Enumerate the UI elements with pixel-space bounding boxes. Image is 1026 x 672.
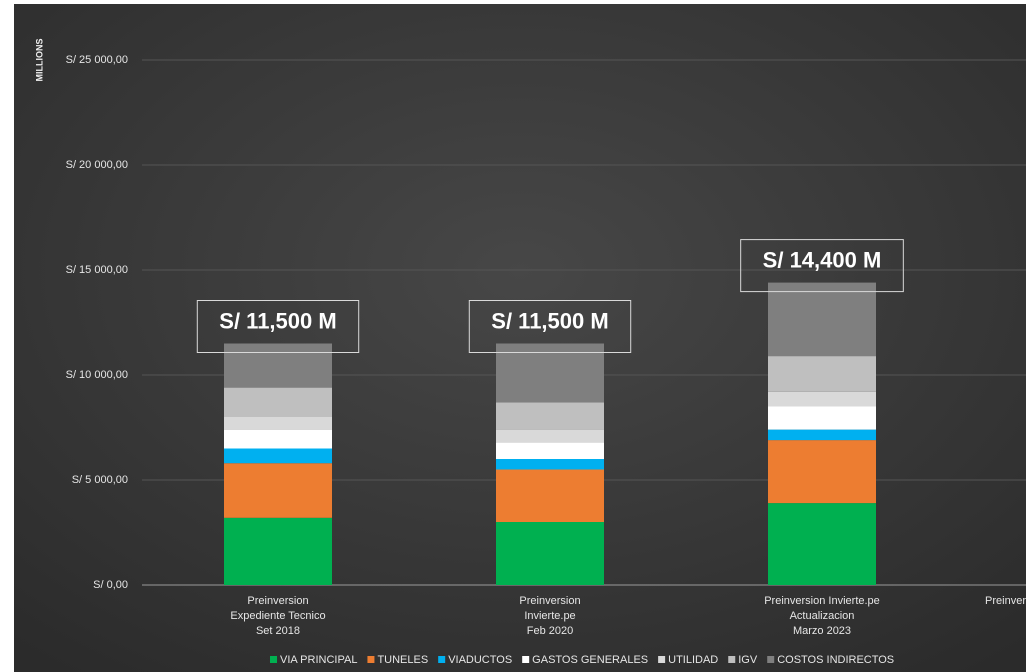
legend-swatch	[728, 656, 736, 663]
legend-label: TUNELES	[377, 654, 428, 666]
x-tick-label-line: Invierte.pe	[524, 610, 575, 622]
legend-label: IGV	[738, 654, 758, 666]
y-axis-label: MILLIONS	[34, 39, 44, 82]
bar-segment	[496, 402, 604, 430]
bar-segment	[768, 282, 876, 357]
total-label: S/ 11,500 M	[219, 308, 336, 333]
bar-segment	[224, 463, 332, 518]
bar-segment	[768, 406, 876, 430]
bar-segment	[496, 469, 604, 522]
bar-segment	[496, 459, 604, 470]
legend-swatch	[270, 656, 277, 663]
bar-segment	[224, 417, 332, 430]
bar-segment	[496, 429, 604, 443]
legend-label: VIADUCTOS	[448, 654, 512, 666]
legend-label: GASTOS GENERALES	[532, 654, 648, 666]
legend-label: COSTOS INDIRECTOS	[777, 654, 894, 666]
legend-label: VIA PRINCIPAL	[280, 654, 357, 666]
bar-segment	[224, 448, 332, 464]
bar-segment	[224, 517, 332, 585]
bar-segment	[768, 429, 876, 441]
y-tick-label: S/ 10 000,00	[66, 369, 128, 381]
x-tick-label-line: Feb 2020	[527, 625, 573, 637]
x-tick-label-line: Preinversion	[247, 595, 308, 607]
total-label: S/ 11,500 M	[491, 308, 608, 333]
bar-segment	[768, 391, 876, 407]
y-tick-label: S/ 15 000,00	[66, 264, 128, 276]
x-tick-label-line: Marzo 2023	[793, 625, 851, 637]
total-box	[196, 300, 360, 353]
legend-swatch	[767, 656, 775, 663]
x-tick-label: Preinversion Expediente Tecnico Set 2018	[230, 595, 325, 637]
y-tick-label: S/ 20 000,00	[66, 159, 128, 171]
x-tick-label-line: Actualizacion	[790, 610, 855, 622]
x-tick-label: Preinver	[985, 595, 1026, 607]
bar-segment	[224, 387, 332, 417]
total-annotation: S/ 11,500 M	[196, 300, 360, 353]
y-tick-label: S/ 5 000,00	[72, 474, 128, 486]
legend-swatch	[438, 656, 446, 663]
bar-segment	[224, 343, 332, 388]
total-annotation: S/ 14,400 M	[740, 239, 904, 293]
y-tick-label: S/ 0,00	[93, 579, 128, 591]
total-box	[468, 300, 632, 353]
plot: S/ 0,00 S/ 5 000,00 S/ 10 000,00 S/ 15 000,…	[66, 54, 1026, 666]
legend-swatch	[658, 656, 666, 663]
bar-segment	[496, 442, 604, 459]
x-tick-label-line: Preinversion Invierte.pe	[764, 595, 880, 607]
total-annotation: S/ 11,500 M	[468, 300, 632, 353]
x-tick-label-line: Preinver	[985, 595, 1026, 607]
x-tick-label-line: Expediente Tecnico	[230, 610, 325, 622]
total-box	[740, 239, 904, 293]
x-tick-label: Preinversion Invierte.pe Actualizacion Mar…	[764, 595, 880, 637]
legend-label: UTILIDAD	[668, 654, 718, 666]
bar-segment	[768, 356, 876, 392]
total-label: S/ 14,400 M	[763, 247, 882, 272]
bar-segment	[224, 429, 332, 449]
bar-segment	[768, 440, 876, 504]
legend-swatch	[367, 656, 375, 663]
bar-segment	[768, 503, 876, 585]
x-tick-label-line: Preinversion	[519, 595, 580, 607]
x-tick-label: Preinversion Invierte.pe Feb 2020	[519, 595, 580, 637]
legend-swatch	[522, 656, 530, 663]
bar-segment	[496, 522, 604, 585]
bar-segment	[496, 343, 604, 403]
y-tick-label: S/ 25 000,00	[66, 54, 128, 66]
x-tick-label-line: Set 2018	[256, 625, 300, 637]
